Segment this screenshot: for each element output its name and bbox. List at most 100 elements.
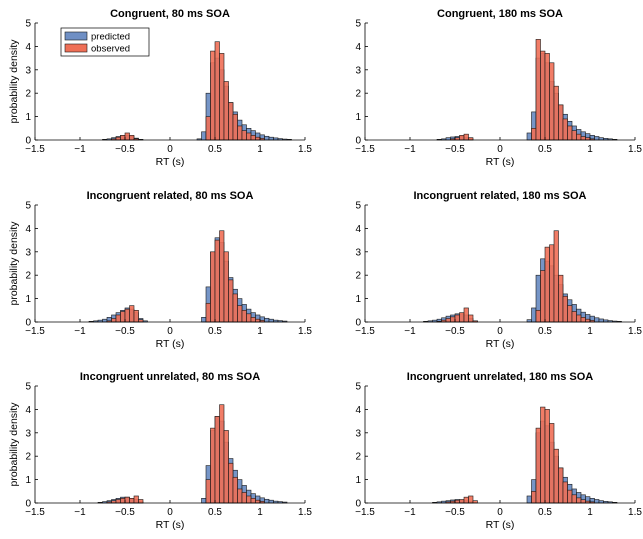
y-tick-label: 3 <box>25 428 31 439</box>
bar-observed <box>232 293 238 323</box>
bar-predicted <box>264 498 270 504</box>
bar-observed <box>237 305 243 323</box>
x-tick-label: −1.5 <box>355 144 375 155</box>
bar-observed <box>129 135 135 141</box>
panel-5: Incongruent unrelated, 80 ms SOA −1.5 −1 −0… <box>8 371 312 531</box>
x-tick-label: 1 <box>257 144 263 155</box>
bar-observed <box>459 135 465 141</box>
y-tick-label: 3 <box>25 247 31 258</box>
bar-observed <box>214 41 220 141</box>
x-tick-label: 1 <box>587 144 593 155</box>
bar-observed <box>255 499 261 504</box>
x-tick-label: 1.5 <box>298 326 312 337</box>
bar-observed <box>115 499 121 504</box>
bar-observed <box>210 427 216 504</box>
panel-1: Congruent, 80 ms SOA −1.5 −1 −0.5 0 0.5 1 1.5 0 1… <box>8 8 312 168</box>
bar-observed <box>540 406 546 504</box>
bar-observed <box>219 230 225 323</box>
bar-predicted <box>268 318 274 323</box>
x-axis-label: RT (s) <box>486 156 515 168</box>
x-tick-label: 0 <box>497 144 503 155</box>
bar-observed <box>459 312 465 323</box>
y-tick-label: 1 <box>355 112 361 123</box>
bar-observed <box>463 496 469 504</box>
x-tick-label: −0.5 <box>115 507 135 518</box>
y-tick-label: 0 <box>25 499 31 510</box>
x-tick-label: −1.5 <box>355 507 375 518</box>
bar-observed <box>544 246 550 323</box>
x-axis-label: RT (s) <box>486 338 515 350</box>
bar-observed <box>138 499 144 504</box>
legend-label-observed: observed <box>91 44 130 55</box>
y-tick-label: 4 <box>355 42 361 53</box>
y-tick-label: 4 <box>355 405 361 416</box>
bar-observed <box>120 498 126 504</box>
bar-predicted <box>264 135 270 141</box>
x-tick-label: 1.5 <box>298 507 312 518</box>
bar-observed <box>129 498 135 504</box>
bar-predicted <box>102 318 108 323</box>
bar-observed <box>454 499 460 504</box>
y-tick-label: 3 <box>355 428 361 439</box>
bar-observed <box>454 314 460 323</box>
panel-title: Congruent, 80 ms SOA <box>110 8 230 20</box>
bar-observed <box>210 251 216 323</box>
legend-label-predicted: predicted <box>91 32 130 43</box>
y-tick-label: 4 <box>355 224 361 235</box>
y-tick-label: 2 <box>25 271 31 282</box>
bar-predicted <box>201 317 207 323</box>
y-tick-label: 3 <box>25 65 31 76</box>
bar-observed <box>228 462 234 504</box>
bar-predicted <box>268 136 274 141</box>
x-tick-label: 0 <box>497 326 503 337</box>
bar-observed <box>567 125 573 141</box>
bar-predicted <box>594 499 600 504</box>
bar-observed <box>241 492 247 504</box>
bar-observed <box>549 244 555 323</box>
bar-observed <box>228 102 234 141</box>
bar-observed <box>133 309 139 323</box>
x-tick-label: 0 <box>167 507 173 518</box>
bar-observed <box>540 50 546 141</box>
bar-observed <box>553 448 559 504</box>
x-tick-label: −1.5 <box>25 507 45 518</box>
legend-swatch-predicted <box>64 31 88 41</box>
y-axis-label: probability density <box>8 39 20 124</box>
bar-observed <box>205 116 211 141</box>
bar-observed <box>205 302 211 323</box>
y-tick-label: 1 <box>355 294 361 305</box>
x-tick-label: −1 <box>404 326 416 337</box>
bar-observed <box>237 125 243 141</box>
x-tick-label: −1 <box>74 326 86 337</box>
y-tick-label: 1 <box>25 475 31 486</box>
y-tick-label: 5 <box>25 382 31 393</box>
bar-predicted <box>201 131 207 141</box>
bar-observed <box>250 135 256 141</box>
bar-observed <box>562 481 568 504</box>
bar-observed <box>544 409 550 504</box>
bar-observed <box>549 62 555 141</box>
y-tick-label: 4 <box>25 224 31 235</box>
y-tick-label: 5 <box>25 201 31 212</box>
bar-predicted <box>594 136 600 141</box>
x-tick-label: −0.5 <box>115 326 135 337</box>
bar-observed <box>463 133 469 141</box>
x-axis-label: RT (s) <box>486 519 515 531</box>
bar-observed <box>535 39 541 141</box>
bar-observed <box>562 118 568 141</box>
x-tick-label: 0 <box>167 326 173 337</box>
bar-observed <box>246 132 252 141</box>
y-axis-label: probability density <box>8 221 20 306</box>
bar-observed <box>115 136 121 141</box>
y-axis-label: probability density <box>8 402 20 487</box>
bar-observed <box>124 496 130 504</box>
x-tick-label: 0 <box>167 144 173 155</box>
bar-observed <box>553 230 559 323</box>
bar-predicted <box>598 318 604 323</box>
y-tick-label: 1 <box>355 475 361 486</box>
x-axis-label: RT (s) <box>156 338 185 350</box>
bar-observed <box>223 430 229 504</box>
bar-observed <box>549 423 555 504</box>
bar-observed <box>535 427 541 504</box>
